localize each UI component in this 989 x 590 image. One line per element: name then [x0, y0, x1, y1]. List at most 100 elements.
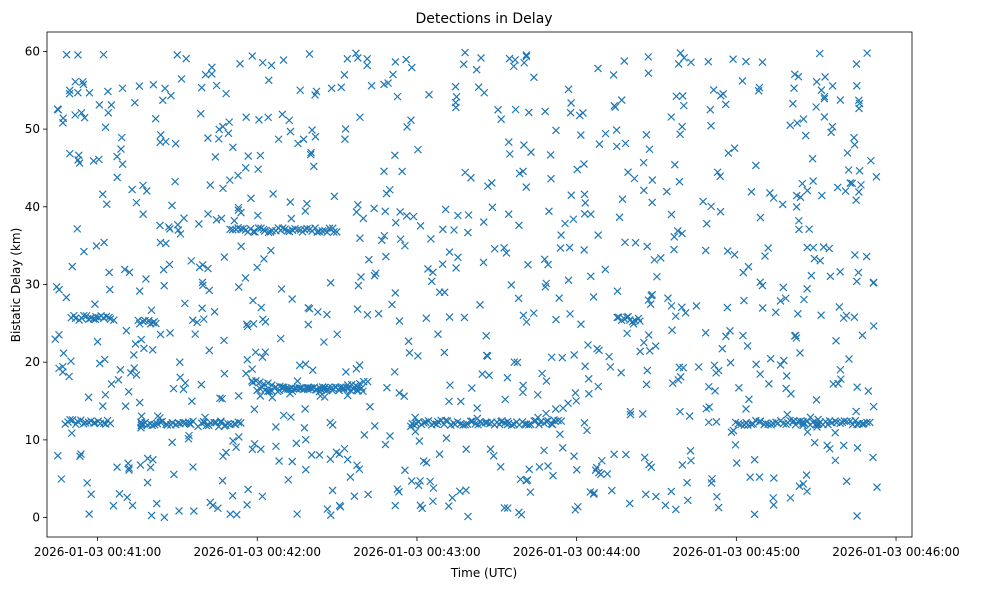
data-point: [106, 419, 115, 428]
data-point: [557, 417, 566, 426]
data-point: [571, 389, 580, 397]
data-point: [817, 86, 826, 95]
data-point: [534, 413, 542, 422]
data-point: [679, 101, 688, 110]
data-point: [155, 413, 164, 422]
data-point: [820, 94, 829, 103]
data-point: [716, 172, 725, 181]
data-point: [844, 166, 853, 174]
data-point: [758, 281, 767, 290]
data-point: [473, 414, 482, 423]
data-point: [377, 236, 386, 245]
data-point: [311, 385, 320, 394]
data-point: [256, 151, 265, 160]
data-point: [139, 210, 148, 219]
data-point: [606, 362, 615, 371]
data-point: [413, 351, 422, 360]
data-point: [806, 413, 815, 422]
data-point: [211, 152, 220, 161]
data-point: [545, 207, 553, 216]
data-point: [467, 173, 475, 182]
data-point: [268, 393, 277, 402]
data-point: [206, 498, 215, 507]
data-point: [617, 96, 626, 105]
data-point: [446, 381, 454, 390]
data-point: [264, 76, 273, 85]
data-point: [542, 279, 551, 288]
data-point: [243, 322, 252, 331]
data-point: [622, 450, 630, 459]
data-point: [355, 465, 364, 474]
data-point: [694, 363, 703, 371]
data-point: [219, 452, 227, 461]
data-point: [342, 368, 350, 376]
data-point: [662, 187, 671, 196]
data-point: [419, 457, 428, 465]
data-point: [55, 330, 63, 339]
data-point: [567, 191, 576, 200]
data-point: [779, 283, 788, 292]
data-point: [364, 255, 373, 264]
data-point: [485, 371, 494, 380]
data-point: [639, 158, 648, 167]
data-point: [380, 167, 388, 176]
data-point: [278, 224, 287, 233]
data-point: [796, 349, 804, 357]
data-point: [443, 417, 452, 425]
data-point: [113, 152, 121, 161]
data-point: [318, 383, 327, 391]
data-point: [722, 332, 730, 341]
data-point: [595, 346, 603, 355]
data-point: [566, 108, 575, 117]
data-point: [346, 473, 355, 481]
data-point: [353, 383, 362, 392]
data-point: [242, 320, 251, 329]
data-point: [237, 242, 246, 251]
data-point: [862, 418, 871, 427]
data-point: [220, 336, 228, 345]
data-point: [401, 466, 409, 475]
x-axis-label: Time (UTC): [450, 566, 517, 580]
data-point: [535, 463, 544, 471]
data-point: [461, 48, 469, 57]
data-point: [99, 50, 108, 59]
data-point: [118, 160, 127, 169]
data-point: [709, 85, 718, 94]
data-point: [857, 180, 865, 189]
data-point: [277, 285, 286, 293]
data-point: [852, 81, 861, 90]
data-point: [747, 187, 756, 196]
data-point: [656, 253, 665, 262]
data-point: [586, 210, 595, 219]
data-point: [232, 510, 241, 519]
data-point: [286, 389, 294, 398]
data-point: [405, 348, 414, 357]
data-point: [292, 439, 301, 448]
data-point: [222, 89, 231, 98]
data-point: [640, 453, 649, 462]
data-point: [812, 395, 821, 404]
data-point: [332, 448, 341, 457]
data-point: [836, 419, 845, 428]
data-point: [685, 412, 694, 420]
data-point: [308, 126, 316, 134]
data-point: [472, 65, 481, 74]
data-point: [477, 53, 485, 62]
data-point: [148, 455, 157, 464]
data-point: [95, 359, 104, 368]
data-point: [644, 296, 653, 305]
data-point: [201, 413, 210, 422]
data-point: [301, 465, 310, 474]
data-point: [65, 372, 74, 381]
data-point: [779, 356, 788, 365]
data-point: [194, 220, 203, 228]
data-point: [425, 90, 433, 99]
data-point: [416, 476, 425, 485]
data-point: [621, 238, 629, 247]
data-point: [65, 149, 74, 158]
data-point: [236, 59, 244, 68]
data-point: [234, 391, 243, 400]
data-point: [305, 50, 314, 58]
data-point: [177, 75, 186, 83]
